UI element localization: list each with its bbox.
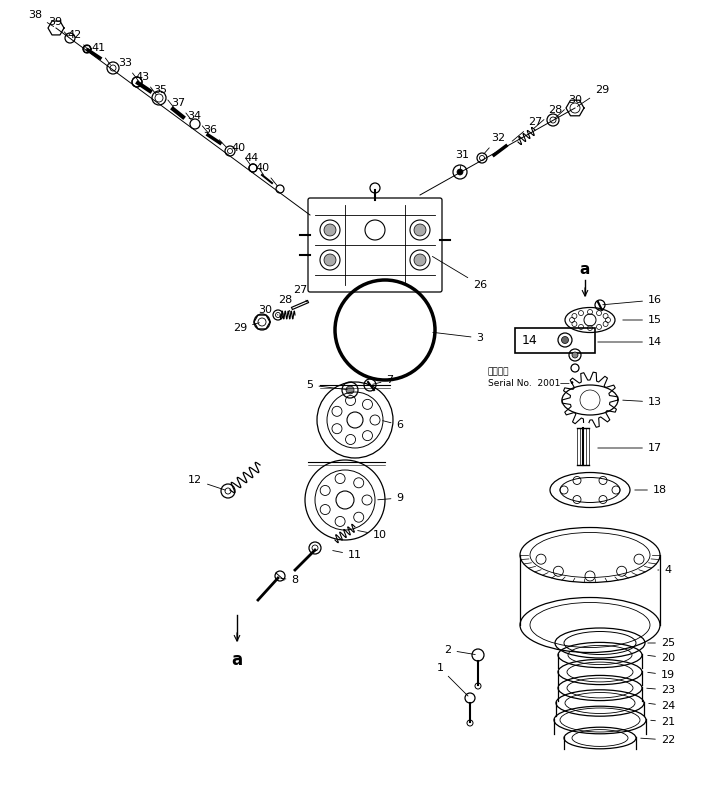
Text: 29: 29 <box>577 85 609 107</box>
Text: a: a <box>580 263 590 277</box>
Circle shape <box>414 224 426 236</box>
Text: 28: 28 <box>534 105 562 128</box>
Text: 16: 16 <box>603 295 662 305</box>
Text: 25: 25 <box>648 638 675 648</box>
Text: 40: 40 <box>231 143 251 165</box>
Text: 34: 34 <box>187 111 208 133</box>
Bar <box>515 328 595 353</box>
Text: 23: 23 <box>647 685 675 695</box>
Text: 24: 24 <box>649 701 675 711</box>
Circle shape <box>414 254 426 266</box>
Text: 4: 4 <box>658 565 672 575</box>
Circle shape <box>324 254 336 266</box>
Circle shape <box>249 164 257 172</box>
Text: 21: 21 <box>650 717 675 727</box>
Text: 36: 36 <box>203 125 226 147</box>
Circle shape <box>276 185 284 193</box>
Text: 15: 15 <box>623 315 662 325</box>
Text: 18: 18 <box>635 485 667 495</box>
Text: 41: 41 <box>91 43 111 65</box>
Text: 2: 2 <box>444 645 475 655</box>
Text: 26: 26 <box>432 256 487 290</box>
Text: 33: 33 <box>118 58 138 81</box>
Circle shape <box>570 103 580 113</box>
Text: 14: 14 <box>598 337 662 347</box>
Text: 13: 13 <box>623 397 662 407</box>
Text: 42: 42 <box>68 30 88 50</box>
Text: 44: 44 <box>245 153 263 175</box>
Text: 7: 7 <box>372 375 394 385</box>
Text: 37: 37 <box>171 98 191 120</box>
Circle shape <box>572 352 578 358</box>
Text: 30: 30 <box>555 95 582 118</box>
Text: 29: 29 <box>233 323 259 333</box>
Circle shape <box>562 336 569 344</box>
Text: 35: 35 <box>153 85 173 107</box>
Text: 30: 30 <box>258 305 278 315</box>
Text: 38: 38 <box>28 10 54 26</box>
Text: 12: 12 <box>188 475 225 490</box>
Text: 9: 9 <box>378 493 403 503</box>
Text: 40: 40 <box>256 163 277 186</box>
Circle shape <box>132 77 142 87</box>
Circle shape <box>83 45 91 53</box>
Text: 适用号机: 适用号机 <box>488 368 510 376</box>
Text: 43: 43 <box>136 72 156 95</box>
Text: 31: 31 <box>455 150 469 169</box>
Text: Serial No.  2001―•: Serial No. 2001―• <box>488 379 574 388</box>
Text: 11: 11 <box>333 550 362 560</box>
Text: 28: 28 <box>278 295 292 312</box>
Text: 27: 27 <box>293 285 307 302</box>
Text: 6: 6 <box>383 420 403 430</box>
Text: 3: 3 <box>433 332 484 343</box>
Text: a: a <box>232 651 243 669</box>
Text: 1: 1 <box>436 663 468 696</box>
Circle shape <box>457 169 463 175</box>
Text: 10: 10 <box>358 530 387 540</box>
Text: 8: 8 <box>281 575 298 585</box>
Text: 32: 32 <box>484 133 505 154</box>
Text: 22: 22 <box>641 735 675 745</box>
Text: 14: 14 <box>522 333 538 347</box>
Text: 39: 39 <box>48 17 68 36</box>
Circle shape <box>324 224 336 236</box>
Text: 17: 17 <box>598 443 662 453</box>
Text: 20: 20 <box>648 653 675 663</box>
Text: 5: 5 <box>306 380 347 390</box>
Text: 19: 19 <box>648 670 675 680</box>
Text: 27: 27 <box>512 117 542 141</box>
Circle shape <box>346 386 354 394</box>
